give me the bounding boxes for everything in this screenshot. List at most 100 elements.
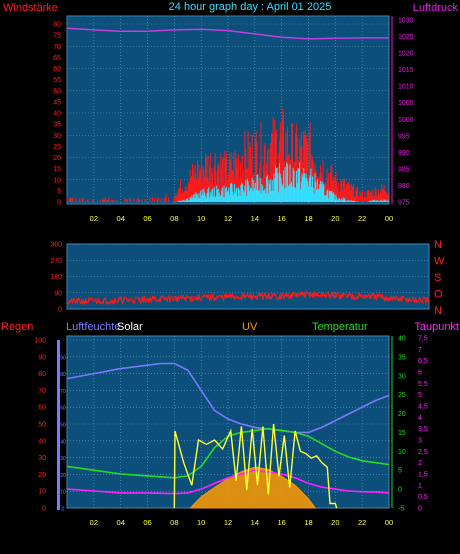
chart1-left-tick-label: 70 bbox=[53, 44, 61, 51]
wind-direction-line bbox=[66, 290, 430, 306]
chart3-y-ticks: 0102030405060708090100010203040506070809… bbox=[34, 336, 428, 513]
humidity-tick-label: 70 bbox=[60, 389, 66, 395]
chart1-x-tick-label: 00 bbox=[385, 214, 393, 223]
regen-tick-label: 100 bbox=[34, 338, 46, 345]
chart1-left-tick-label: 5 bbox=[57, 188, 61, 195]
chart1-x-tick-label: 08 bbox=[170, 214, 178, 223]
temperature-tick-label: 25 bbox=[398, 392, 406, 399]
dewpoint-line bbox=[66, 469, 390, 495]
chart1-x-tick-label: 02 bbox=[90, 214, 98, 223]
chart3-x-tick-label: 08 bbox=[170, 518, 178, 527]
chart3-x-tick-label: 12 bbox=[224, 518, 232, 527]
chart1-x-tick-label: 14 bbox=[251, 214, 259, 223]
uv-tick-label: 2,5 bbox=[418, 449, 428, 456]
regen-tick-label: 80 bbox=[38, 371, 46, 378]
humidity-axis-bar bbox=[57, 340, 60, 510]
chart3-x-tick-label: 18 bbox=[304, 518, 312, 527]
chart3-x-tick-label: 16 bbox=[277, 518, 285, 527]
chart1-left-tick-label: 55 bbox=[53, 77, 61, 84]
humidity-tick-label: 50 bbox=[60, 423, 66, 429]
uv-tick-label: 5,5 bbox=[418, 381, 428, 388]
chart2-tick-label: 360 bbox=[50, 242, 62, 249]
chart1-x-tick-label: 22 bbox=[358, 214, 366, 223]
humidity-tick-label: 0 bbox=[62, 507, 65, 513]
chart1-right-tick-label: 990 bbox=[398, 150, 410, 157]
chart1-left-tick-label: 60 bbox=[53, 66, 61, 73]
chart1-left-ticks: 0 5 10 15 20 25 30 35 40 45 50 55 60 65 70 75 80 bbox=[53, 22, 61, 207]
temperature-tick-label: 40 bbox=[398, 336, 406, 343]
chart2-tick-label: 270 bbox=[50, 258, 62, 265]
chart1-right-tick-label: 1010 bbox=[398, 84, 414, 91]
chart1-left-tick-label: 50 bbox=[53, 88, 61, 95]
uv-tick-label: 3,5 bbox=[418, 426, 428, 433]
chart1-right-tick-label: 980 bbox=[398, 183, 410, 190]
chart3-x-tick-label: 02 bbox=[90, 518, 98, 527]
humidity-line bbox=[66, 362, 390, 434]
chart2-y-ticks: 0 90 180 270 360 bbox=[50, 242, 62, 314]
chart2-direction-letter: S bbox=[434, 272, 441, 284]
uv-tick-label: 4 bbox=[418, 415, 422, 422]
humidity-tick-label: 10 bbox=[60, 490, 66, 496]
chart3-x-tick-label: 00 bbox=[385, 518, 393, 527]
humidity-tick-label: 90 bbox=[60, 355, 66, 361]
uv-tick-label: 4,5 bbox=[418, 404, 428, 411]
chart1-right-tick-label: 1025 bbox=[398, 34, 414, 41]
uv-tick-label: 5 bbox=[418, 392, 422, 399]
chart3-x-tick-label: 10 bbox=[197, 518, 205, 527]
regen-tick-label: 30 bbox=[38, 455, 46, 462]
regen-tick-label: 90 bbox=[38, 354, 46, 361]
chart3-humidity-label: Luftfeuchte bbox=[66, 321, 120, 333]
temperature-tick-label: 5 bbox=[398, 468, 402, 475]
regen-tick-label: 20 bbox=[38, 472, 46, 479]
uv-tick-label: 1 bbox=[418, 483, 422, 490]
chart3-x-tick-label: 20 bbox=[331, 518, 339, 527]
chart2-tick-label: 90 bbox=[54, 290, 62, 297]
humidity-tick-label: 30 bbox=[60, 456, 66, 462]
uv-area bbox=[189, 466, 317, 509]
uv-tick-label: 0 bbox=[418, 506, 422, 513]
temperature-line bbox=[66, 427, 390, 479]
chart1-left-tick-label: 75 bbox=[53, 33, 61, 40]
chart1-x-tick-label: 12 bbox=[224, 214, 232, 223]
uv-tick-label: 6 bbox=[418, 370, 422, 377]
regen-tick-label: 70 bbox=[38, 388, 46, 395]
regen-tick-label: 10 bbox=[38, 489, 46, 496]
temperature-tick-label: 10 bbox=[398, 449, 406, 456]
chart1-left-tick-label: 0 bbox=[57, 200, 61, 207]
chart1-x-tick-label: 20 bbox=[331, 214, 339, 223]
chart2-tick-label: 0 bbox=[58, 307, 62, 314]
chart1-left-tick-label: 40 bbox=[53, 111, 61, 118]
temperature-tick-label: 20 bbox=[398, 411, 406, 418]
chart3-x-tick-label: 14 bbox=[251, 518, 259, 527]
chart1-right-tick-label: 995 bbox=[398, 133, 410, 140]
chart2-direction-letter: N bbox=[434, 305, 442, 317]
chart3-dewpoint-label: Taupunkt bbox=[414, 321, 459, 333]
uv-tick-label: 3 bbox=[418, 438, 422, 445]
chart1-right-axis-label: Luftdruck bbox=[413, 2, 459, 14]
temperature-tick-label: -5 bbox=[398, 506, 404, 513]
chart1-x-tick-label: 10 bbox=[197, 214, 205, 223]
temperature-tick-label: 15 bbox=[398, 430, 406, 437]
pressure-line bbox=[66, 27, 389, 40]
regen-tick-label: 0 bbox=[42, 506, 46, 513]
uv-tick-label: 2 bbox=[418, 460, 422, 467]
humidity-tick-label: 40 bbox=[60, 439, 66, 445]
chart3-series bbox=[66, 362, 390, 509]
chart1-x-tick-label: 06 bbox=[143, 214, 151, 223]
chart3-x-ticks: 02 04 06 08 10 12 14 16 18 20 22 00 bbox=[90, 518, 394, 527]
chart1-right-tick-label: 1015 bbox=[398, 67, 414, 74]
temperature-tick-label: 0 bbox=[398, 487, 402, 494]
chart1-x-tick-label: 04 bbox=[116, 214, 124, 223]
regen-tick-label: 60 bbox=[38, 405, 46, 412]
chart1-right-tick-label: 1000 bbox=[398, 117, 414, 124]
chart2-direction-letter: W bbox=[434, 256, 445, 268]
regen-tick-label: 50 bbox=[38, 422, 46, 429]
chart3-x-tick-label: 22 bbox=[358, 518, 366, 527]
chart3-x-tick-label: 04 bbox=[116, 518, 124, 527]
chart1-x-tick-label: 16 bbox=[277, 214, 285, 223]
chart1-x-ticks: 02 04 06 08 10 12 14 16 18 20 22 00 bbox=[90, 214, 394, 223]
chart-title: 24 hour graph day : April 01 2025 bbox=[169, 1, 332, 13]
chart1-left-tick-label: 25 bbox=[53, 144, 61, 151]
